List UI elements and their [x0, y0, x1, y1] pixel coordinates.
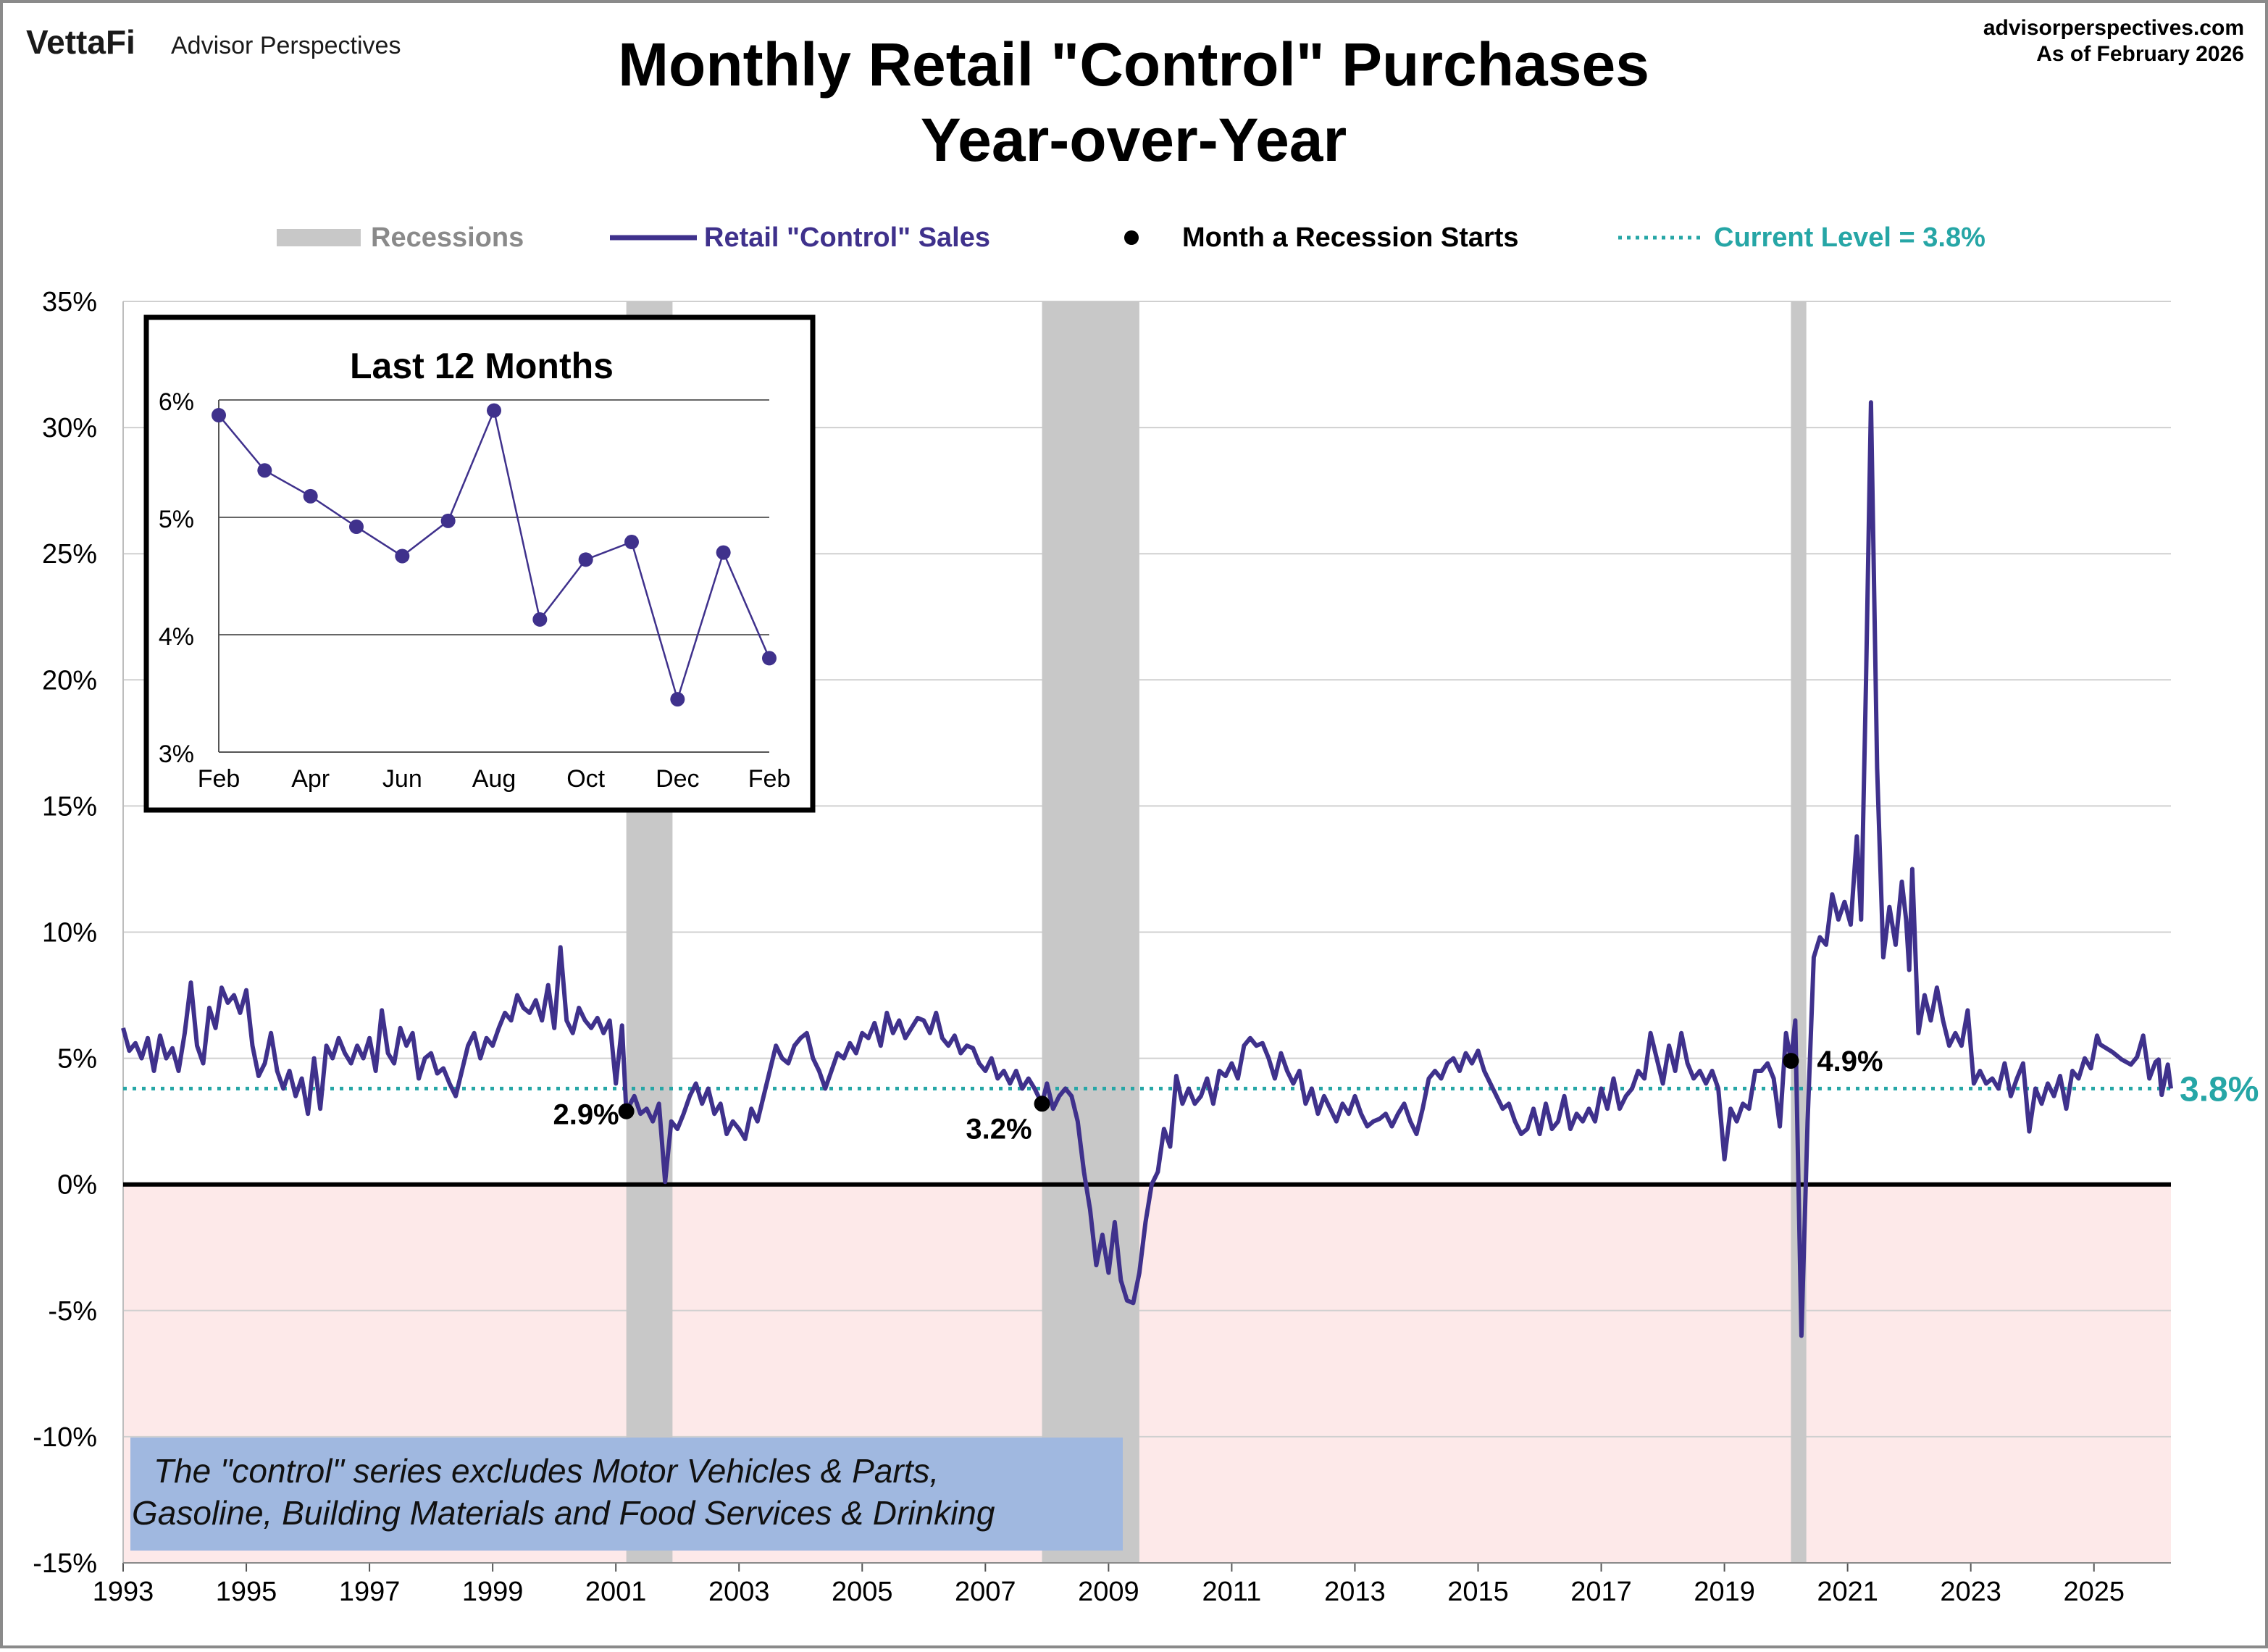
y-tick-label: 15%: [42, 791, 97, 822]
x-tick-label: 1999: [462, 1577, 524, 1607]
x-tick-label: 1995: [216, 1577, 277, 1607]
x-tick-label: 1997: [339, 1577, 401, 1607]
x-tick-label: 2003: [708, 1577, 770, 1607]
inset-frame: [143, 314, 816, 813]
chart-title-line1: Monthly Retail "Control" Purchases: [618, 30, 1649, 99]
inset-point: [395, 548, 410, 564]
x-tick-label: 2009: [1078, 1577, 1139, 1607]
inset-y-tick-label: 4%: [159, 623, 194, 651]
y-tick-label: 0%: [57, 1170, 97, 1201]
legend-current-label: Current Level = 3.8%: [1714, 222, 1985, 253]
x-tick-label: 2001: [585, 1577, 647, 1607]
inset-point: [716, 545, 731, 560]
inset-y-tick-label: 5%: [159, 506, 194, 533]
legend-recession-start-marker: [1124, 230, 1139, 245]
site-url: advisorperspectives.com: [1983, 16, 2244, 40]
inset-title: Last 12 Months: [350, 346, 614, 386]
recession-start-label: 4.9%: [1817, 1046, 1883, 1077]
inset-point: [257, 463, 272, 478]
series-line-retail-control: [121, 400, 2173, 1338]
x-tick-label: 2013: [1324, 1577, 1386, 1607]
recession-start-label: 2.9%: [553, 1099, 619, 1131]
inset-x-tick-label: Oct: [566, 765, 605, 793]
brand-subtitle: Advisor Perspectives: [171, 32, 401, 59]
note-line-2: Gasoline, Building Materials and Food Se…: [132, 1494, 995, 1532]
inset-x-tick-label: Dec: [656, 765, 699, 793]
chart-title-line2: Year-over-Year: [921, 106, 1347, 174]
inset-x-tick-label: Apr: [291, 765, 330, 793]
legend-recession-start-label: Month a Recession Starts: [1182, 222, 1519, 253]
inset-x-tick-label: Feb: [748, 765, 791, 793]
inset-y-tick-label: 6%: [159, 388, 194, 416]
x-tick-label: 2021: [1817, 1577, 1878, 1607]
y-tick-label: -15%: [33, 1548, 97, 1579]
x-tick-label: 2025: [2063, 1577, 2125, 1607]
x-tick-label: 1993: [93, 1577, 154, 1607]
y-tick-label: 30%: [42, 413, 97, 443]
inset-point: [762, 651, 777, 666]
recession-start-label: 3.2%: [966, 1113, 1032, 1145]
recession-start-marker: [1034, 1096, 1050, 1112]
note-line-1: The "control" series excludes Motor Vehi…: [154, 1452, 939, 1490]
inset-point: [624, 535, 639, 550]
inset-point: [440, 513, 456, 528]
recession-band: [1791, 301, 1807, 1563]
y-tick-label: 35%: [42, 287, 97, 317]
inset-chart: Last 12 Months 3% 4% 5% 6% Feb Apr Jun Aug Oct Dec…: [143, 314, 816, 813]
legend: Recessions Retail "Control" Sales Month …: [277, 222, 1985, 253]
y-tick-label: 5%: [57, 1044, 97, 1075]
current-level-label: 3.8%: [2180, 1070, 2259, 1109]
recession-start-marker: [618, 1103, 635, 1119]
legend-recession-swatch: [277, 229, 361, 246]
y-tick-label: 20%: [42, 665, 97, 696]
x-tick-label: 2015: [1447, 1577, 1509, 1607]
inset-point: [487, 403, 501, 418]
x-tick-label: 2005: [832, 1577, 893, 1607]
inset-point: [349, 519, 364, 534]
inset-x-tick-label: Feb: [198, 765, 240, 793]
y-tick-label: 25%: [42, 539, 97, 570]
recession-start-marker: [1783, 1053, 1799, 1069]
note-box: [130, 1438, 1123, 1551]
inset-point: [670, 692, 685, 707]
x-tick-label: 2019: [1694, 1577, 1755, 1607]
inset-point: [212, 408, 226, 423]
legend-series-label: Retail "Control" Sales: [704, 222, 990, 253]
inset-point: [303, 488, 318, 504]
inset-point: [578, 552, 593, 567]
inset-y-tick-label: 3%: [159, 741, 194, 768]
y-tick-label: -10%: [33, 1422, 97, 1453]
y-tick-label: 10%: [42, 918, 97, 948]
inset-x-tick-label: Aug: [472, 765, 516, 793]
recession-band: [1042, 301, 1139, 1563]
inset-x-tick-label: Jun: [382, 765, 422, 793]
x-tick-label: 2023: [1940, 1577, 2001, 1607]
x-tick-label: 2017: [1570, 1577, 1632, 1607]
legend-recessions-label: Recessions: [371, 222, 524, 253]
x-tick-label: 2007: [955, 1577, 1016, 1607]
x-tick-label: 2011: [1202, 1577, 1262, 1607]
y-tick-label: -5%: [48, 1296, 97, 1327]
brand-logo: VettaFi: [26, 23, 135, 61]
inset-point: [532, 612, 548, 627]
as-of-date: As of February 2026: [2036, 42, 2244, 66]
